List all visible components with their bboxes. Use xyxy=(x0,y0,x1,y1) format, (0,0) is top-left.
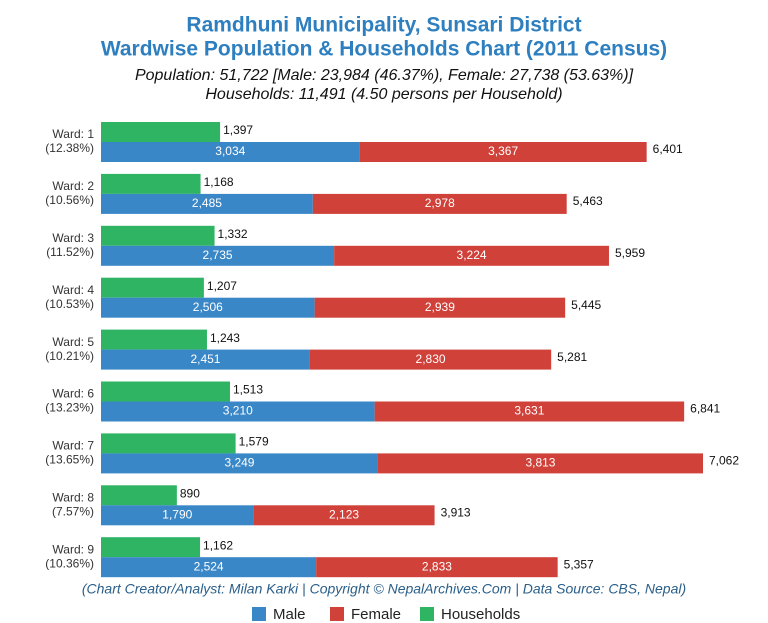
category-label: Ward: 5 xyxy=(52,335,94,349)
legend-swatch xyxy=(420,607,434,621)
value-label: 2,451 xyxy=(190,352,220,366)
value-label: 1,579 xyxy=(239,435,269,449)
value-label: 2,833 xyxy=(422,559,452,573)
chart-subtitle: Households: 11,491 (4.50 persons per Hou… xyxy=(205,86,562,103)
value-label: 1,397 xyxy=(223,123,253,137)
value-label: 1,332 xyxy=(218,227,248,241)
household-bar xyxy=(101,122,221,142)
category-label: Ward: 7 xyxy=(52,439,94,453)
population-bar xyxy=(377,453,703,474)
category-label: Ward: 3 xyxy=(52,231,94,245)
population-bar xyxy=(253,505,435,526)
total-label: 5,959 xyxy=(615,246,645,260)
population-bar xyxy=(101,557,317,578)
value-label: 3,210 xyxy=(223,404,253,418)
value-label: 1,207 xyxy=(207,279,237,293)
household-bar xyxy=(101,381,230,402)
value-label: 3,224 xyxy=(457,248,487,262)
chart-title: Wardwise Population & Households Chart (… xyxy=(101,38,667,61)
value-label: 2,978 xyxy=(425,196,455,210)
total-label: 6,841 xyxy=(690,402,720,416)
legend-swatch xyxy=(330,607,344,621)
category-label: Ward: 4 xyxy=(52,283,94,297)
household-bar xyxy=(101,329,207,350)
category-share: (13.65%) xyxy=(45,453,94,467)
population-bar xyxy=(101,505,254,526)
total-label: 7,062 xyxy=(709,454,739,468)
chart-footer: (Chart Creator/Analyst: Milan Karki | Co… xyxy=(82,581,686,597)
category-share: (10.56%) xyxy=(45,193,94,207)
category-share: (13.23%) xyxy=(45,401,94,415)
population-bar xyxy=(101,297,315,318)
value-label: 2,524 xyxy=(194,559,224,573)
category-label: Ward: 9 xyxy=(52,542,94,556)
value-label: 3,813 xyxy=(525,456,555,470)
category-share: (10.21%) xyxy=(45,349,94,363)
value-label: 2,735 xyxy=(203,248,233,262)
population-bar xyxy=(101,453,378,474)
total-label: 5,463 xyxy=(573,194,603,208)
value-label: 3,034 xyxy=(215,144,245,158)
household-bar xyxy=(101,277,204,298)
category-share: (10.36%) xyxy=(45,556,94,570)
category-share: (12.38%) xyxy=(45,141,94,155)
chart-title: Ramdhuni Municipality, Sunsari District xyxy=(186,14,581,37)
value-label: 1,513 xyxy=(233,383,263,397)
value-label: 3,249 xyxy=(224,456,254,470)
category-share: (10.53%) xyxy=(45,297,94,311)
population-bar xyxy=(334,245,609,266)
value-label: 2,123 xyxy=(329,507,359,521)
total-label: 5,445 xyxy=(571,298,601,312)
household-bar xyxy=(101,173,201,194)
category-share: (11.52%) xyxy=(46,245,94,259)
value-label: 3,631 xyxy=(514,404,544,418)
value-label: 3,367 xyxy=(488,144,518,158)
population-bar xyxy=(101,142,360,162)
legend-label: Households xyxy=(441,606,520,623)
population-bar xyxy=(101,245,335,266)
total-label: 5,281 xyxy=(557,350,587,364)
category-label: Ward: 8 xyxy=(52,490,94,504)
value-label: 1,243 xyxy=(210,331,240,345)
household-bar xyxy=(101,485,177,506)
legend-swatch xyxy=(252,607,266,621)
total-label: 3,913 xyxy=(441,505,471,519)
population-bar xyxy=(101,401,375,422)
legend-label: Female xyxy=(351,606,401,623)
population-bar xyxy=(314,297,566,318)
population-bar xyxy=(309,349,552,370)
legend-label: Male xyxy=(273,606,306,623)
value-label: 1,162 xyxy=(203,538,233,552)
category-label: Ward: 6 xyxy=(52,387,94,401)
value-label: 2,506 xyxy=(193,300,223,314)
value-label: 890 xyxy=(180,486,200,500)
household-bar xyxy=(101,537,201,558)
category-share: (7.57%) xyxy=(52,504,94,518)
value-label: 1,790 xyxy=(162,507,192,521)
value-label: 2,939 xyxy=(425,300,455,314)
population-bar xyxy=(101,193,313,214)
value-label: 1,168 xyxy=(204,175,234,189)
total-label: 6,401 xyxy=(653,142,683,156)
chart-subtitle: Population: 51,722 [Male: 23,984 (46.37%… xyxy=(135,67,634,84)
population-bar xyxy=(101,349,310,370)
population-bar xyxy=(312,193,567,214)
category-label: Ward: 2 xyxy=(52,179,94,193)
population-bar xyxy=(316,557,558,578)
total-label: 5,357 xyxy=(564,557,594,571)
value-label: 2,485 xyxy=(192,196,222,210)
population-bar xyxy=(359,142,647,162)
population-bar xyxy=(374,401,685,422)
household-bar xyxy=(101,433,236,454)
category-label: Ward: 1 xyxy=(52,127,94,141)
household-bar xyxy=(101,225,215,246)
value-label: 2,830 xyxy=(416,352,446,366)
